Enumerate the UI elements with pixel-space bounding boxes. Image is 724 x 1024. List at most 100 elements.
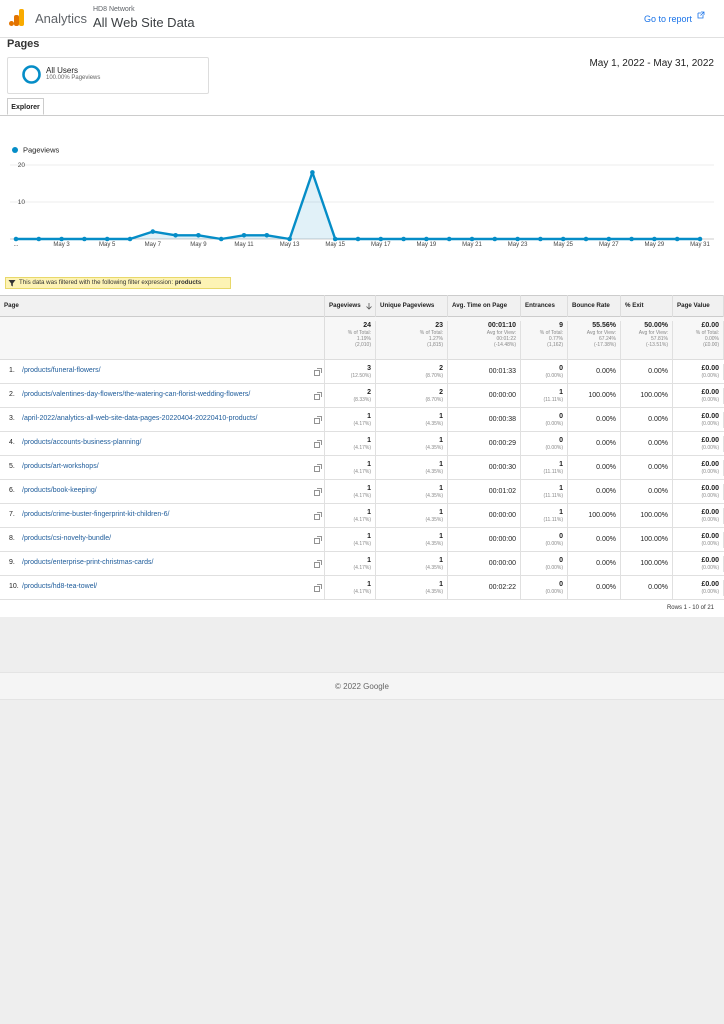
- cell-percent: (8.70%): [425, 397, 443, 403]
- column-divider: [447, 360, 448, 599]
- cell-value: 0.00%: [648, 464, 668, 471]
- x-tick-label: May 3: [53, 242, 70, 248]
- column-header[interactable]: Unique Pageviews: [376, 295, 448, 317]
- cell-value: 1: [439, 413, 443, 420]
- cell-percent: (0.00%): [701, 493, 719, 499]
- page-link[interactable]: /products/art-workshops/: [22, 463, 99, 470]
- column-header[interactable]: Bounce Rate: [568, 295, 621, 317]
- row-cell: 1 (11.11%): [521, 484, 568, 500]
- line-point: [173, 233, 178, 238]
- page-title: Pages: [7, 38, 40, 50]
- line-point: [36, 236, 42, 242]
- cell-percent: (0.00%): [545, 565, 563, 571]
- cell-value: 0.00%: [648, 584, 668, 591]
- line-point: [652, 236, 657, 242]
- table-row: [0, 576, 724, 600]
- cell-value: 0.00%: [648, 368, 668, 375]
- row-cell: £0.00 (0.00%): [673, 580, 724, 596]
- column-header[interactable]: Pageviews: [325, 295, 376, 317]
- view-name: All Web Site Data: [93, 15, 195, 30]
- row-rank: 6.: [9, 487, 15, 494]
- open-page-icon[interactable]: [314, 440, 322, 448]
- x-tick-label: May 7: [145, 242, 162, 248]
- page-link[interactable]: /products/accounts-business-planning/: [22, 439, 142, 446]
- totals-page-cell: [0, 317, 325, 360]
- row-cell: 00:00:00: [448, 391, 521, 401]
- open-page-icon[interactable]: [314, 392, 322, 400]
- cell-percent: (4.35%): [425, 565, 443, 571]
- totals-detail: 67.24%: [599, 336, 616, 342]
- row-rank: 10.: [9, 583, 19, 590]
- column-header[interactable]: Entrances: [521, 295, 568, 317]
- column-header-label: Unique Pageviews: [380, 302, 435, 309]
- date-range[interactable]: May 1, 2022 - May 31, 2022: [589, 58, 714, 69]
- row-cell: 1 (4.35%): [376, 412, 448, 428]
- row-cell: 100.00%: [621, 511, 673, 521]
- x-tick-label: May 25: [553, 242, 573, 248]
- cell-percent: (4.35%): [425, 589, 443, 595]
- row-cell: 0.00%: [568, 535, 621, 545]
- open-page-icon[interactable]: [314, 416, 322, 424]
- column-divider: [324, 360, 325, 599]
- page-link[interactable]: /products/enterprise-print-christmas-car…: [22, 559, 154, 566]
- line-point: [446, 236, 452, 242]
- cell-value: £0.00: [701, 509, 719, 516]
- totals-detail: 1.27%: [428, 336, 443, 342]
- column-header-label: Avg. Time on Page: [452, 302, 508, 309]
- open-page-icon[interactable]: [314, 584, 322, 592]
- tab-divider: [0, 115, 724, 116]
- open-page-icon[interactable]: [314, 368, 322, 376]
- page-link[interactable]: /products/book-keeping/: [22, 487, 97, 494]
- open-page-icon[interactable]: [314, 488, 322, 496]
- explorer-tab[interactable]: Explorer: [7, 98, 44, 115]
- open-page-icon[interactable]: [314, 512, 322, 520]
- column-divider: [375, 360, 376, 599]
- row-cell: 1 (4.17%): [325, 412, 376, 428]
- cell-value: 0: [559, 581, 563, 588]
- cell-value: 1: [367, 461, 371, 468]
- cell-value: 1: [559, 485, 563, 492]
- open-page-icon[interactable]: [314, 536, 322, 544]
- cell-value: 1: [367, 413, 371, 420]
- row-cell: £0.00 (0.00%): [673, 556, 724, 572]
- x-tick-label: May 31: [690, 242, 710, 248]
- footer-band: [0, 672, 724, 700]
- go-to-report-link[interactable]: Go to report: [643, 14, 692, 24]
- column-header[interactable]: Page: [0, 295, 325, 317]
- page-link[interactable]: /products/valentines-day-flowers/the-wat…: [22, 391, 251, 398]
- row-cell: 0 (0.00%): [521, 436, 568, 452]
- cell-value: 00:01:33: [488, 368, 516, 375]
- cell-percent: (0.00%): [701, 397, 719, 403]
- row-cell: 1 (4.17%): [325, 436, 376, 452]
- page-link[interactable]: /april-2022/analytics-all-web-site-data-…: [22, 415, 258, 422]
- line-point: [196, 233, 201, 238]
- line-path: [16, 171, 700, 241]
- page-link[interactable]: /products/hd8-tea-towel/: [22, 583, 98, 590]
- row-cell: 0.00%: [621, 583, 673, 593]
- analytics-logo: [9, 9, 24, 26]
- column-header[interactable]: % Exit: [621, 295, 673, 317]
- row-cell: £0.00 (0.00%): [673, 532, 724, 548]
- open-page-icon[interactable]: [314, 464, 322, 472]
- cell-percent: (4.35%): [425, 493, 443, 499]
- totals-row: [0, 317, 724, 360]
- table-row: [0, 528, 724, 552]
- totals-detail: (-14.48%): [494, 342, 516, 348]
- cell-value: 0: [559, 533, 563, 540]
- cell-value: 0: [559, 413, 563, 420]
- cell-value: £0.00: [701, 437, 719, 444]
- page-link[interactable]: /products/crime-buster-fingerprint-kit-c…: [22, 511, 170, 518]
- page-link[interactable]: /products/funeral-flowers/: [22, 367, 101, 374]
- table-row: [0, 384, 724, 408]
- row-cell: 1 (11.11%): [521, 388, 568, 404]
- row-cell: £0.00 (0.00%): [673, 508, 724, 524]
- column-header[interactable]: Avg. Time on Page: [448, 295, 521, 317]
- column-header[interactable]: Page Value: [673, 295, 724, 317]
- page-link[interactable]: /products/csi-novelty-bundle/: [22, 535, 112, 542]
- cell-value: 0: [559, 437, 563, 444]
- line-point: [629, 236, 634, 242]
- totals-detail: 0.77%: [548, 336, 563, 342]
- row-rank: 9.: [9, 559, 15, 566]
- line-point: [378, 236, 384, 242]
- open-page-icon[interactable]: [314, 560, 322, 568]
